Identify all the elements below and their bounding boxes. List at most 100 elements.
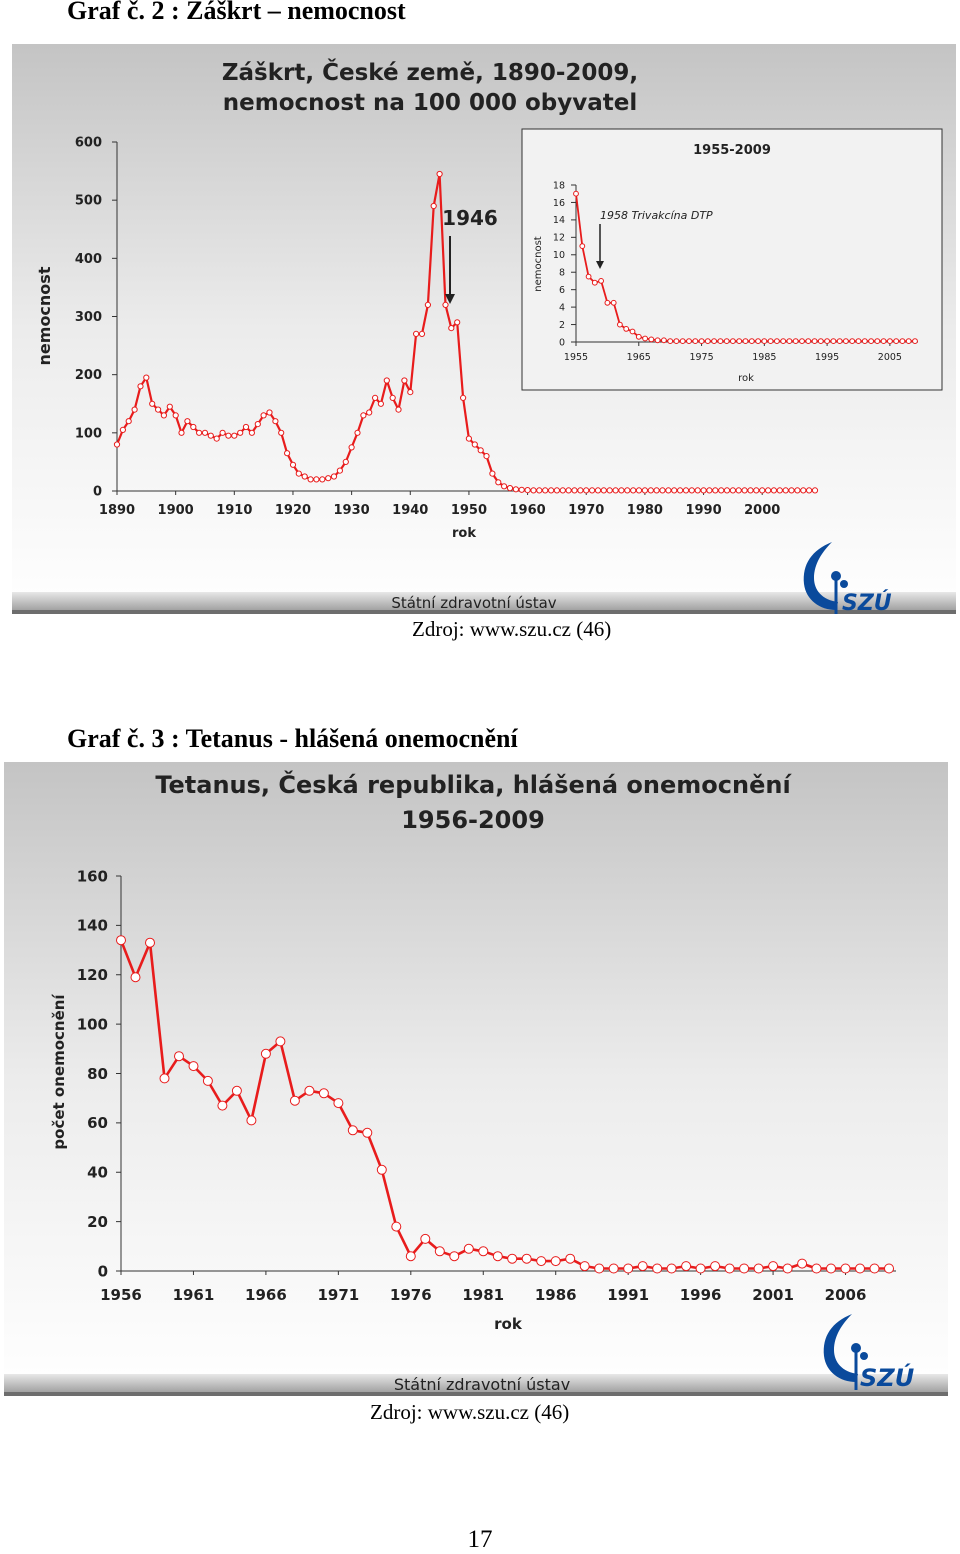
y-axis-label: nemocnost	[35, 266, 54, 365]
y-tick-label: 140	[77, 917, 108, 935]
data-point	[190, 423, 197, 431]
x-tick-label: 1995	[815, 352, 839, 363]
data-point	[196, 429, 203, 436]
data-point	[559, 487, 566, 494]
data-point	[765, 487, 772, 494]
data-point	[536, 1256, 547, 1267]
footer-bar-highlight	[4, 1392, 948, 1396]
data-point	[755, 338, 761, 345]
data-point	[641, 487, 649, 494]
x-tick-label: 1966	[245, 1286, 287, 1304]
chart-subtitle: 1956-2009	[401, 806, 545, 834]
data-point	[420, 1233, 431, 1244]
data-point	[598, 278, 604, 284]
y-tick-label: 20	[87, 1213, 108, 1231]
data-point	[884, 1263, 894, 1274]
data-point	[739, 1263, 750, 1274]
data-point	[360, 412, 367, 419]
data-point	[231, 1085, 242, 1096]
data-point	[207, 432, 214, 439]
data-point	[418, 330, 426, 337]
data-point	[661, 337, 667, 344]
data-point	[553, 487, 561, 494]
data-point	[260, 412, 267, 419]
data-point	[665, 487, 672, 494]
data-point	[800, 487, 807, 494]
data-point	[145, 937, 155, 948]
data-point	[289, 1095, 300, 1106]
data-point	[753, 487, 760, 494]
data-point	[116, 935, 126, 946]
data-point	[501, 483, 508, 490]
data-point	[742, 338, 749, 345]
data-point	[266, 409, 273, 416]
peak-annotation-arrowhead	[445, 294, 455, 304]
inset-annotation-arrowhead	[596, 261, 604, 269]
data-point	[219, 429, 226, 436]
x-tick-label: 2005	[878, 352, 902, 363]
data-point	[711, 338, 717, 345]
tetanus-chart-svg: Tetanus, Česká republika, hlášená onemoc…	[4, 762, 948, 1396]
data-point	[594, 487, 602, 494]
data-point	[887, 338, 893, 345]
data-point	[774, 338, 780, 345]
data-point	[463, 1243, 474, 1254]
y-tick-label: 600	[75, 136, 102, 151]
data-point	[395, 406, 402, 413]
data-point	[767, 338, 774, 345]
data-point	[225, 432, 232, 439]
y-tick-label: 200	[75, 368, 102, 383]
data-point	[577, 487, 584, 494]
data-point	[600, 487, 607, 494]
figure2-source: Zdroj: www.szu.cz (46)	[370, 1400, 570, 1424]
data-point	[786, 338, 793, 345]
szu-logo: SZÚ	[803, 542, 892, 614]
data-point	[667, 338, 674, 345]
data-point	[524, 487, 531, 494]
data-point	[471, 441, 478, 448]
data-point	[606, 487, 613, 494]
data-point	[448, 325, 455, 332]
data-point	[201, 429, 209, 436]
inset-x-label: rok	[738, 373, 754, 384]
y-tick-label: 4	[559, 302, 565, 313]
y-tick-label: 100	[77, 1015, 108, 1033]
logo-dot	[840, 580, 848, 588]
x-tick-label: 1930	[334, 503, 370, 518]
data-point	[518, 486, 525, 493]
data-point	[442, 301, 449, 308]
data-point	[477, 447, 484, 454]
data-point	[806, 487, 813, 494]
data-point	[383, 377, 390, 384]
data-point	[794, 487, 801, 494]
x-axis-label: rok	[494, 1315, 523, 1333]
data-point	[589, 487, 596, 494]
page-number: 17	[467, 1526, 493, 1553]
data-point	[172, 412, 179, 419]
x-tick-label: 1971	[317, 1286, 359, 1304]
figure1-chart: Záškrt, České země, 1890-2009, nemocnost…	[12, 44, 956, 614]
data-point	[184, 418, 191, 425]
data-point	[706, 487, 713, 494]
x-tick-label: 1965	[627, 352, 651, 363]
data-point	[465, 435, 472, 442]
data-point	[372, 394, 379, 401]
data-point	[571, 487, 578, 494]
data-point	[202, 1075, 213, 1086]
data-point	[295, 470, 302, 477]
data-point	[330, 473, 338, 480]
data-point	[424, 301, 431, 308]
y-tick-label: 160	[77, 867, 108, 885]
data-point	[840, 1263, 851, 1274]
data-point	[612, 487, 619, 494]
data-point	[782, 1263, 793, 1274]
data-point	[217, 1100, 228, 1111]
footer-bar	[4, 1374, 948, 1394]
data-point	[573, 190, 579, 197]
szu-logo: SZÚ	[823, 1314, 914, 1392]
logo-leaf-shape	[803, 542, 838, 610]
data-point	[160, 412, 167, 419]
x-tick-label: 1950	[451, 503, 487, 518]
y-tick-label: 0	[93, 485, 102, 500]
data-point	[342, 458, 349, 465]
